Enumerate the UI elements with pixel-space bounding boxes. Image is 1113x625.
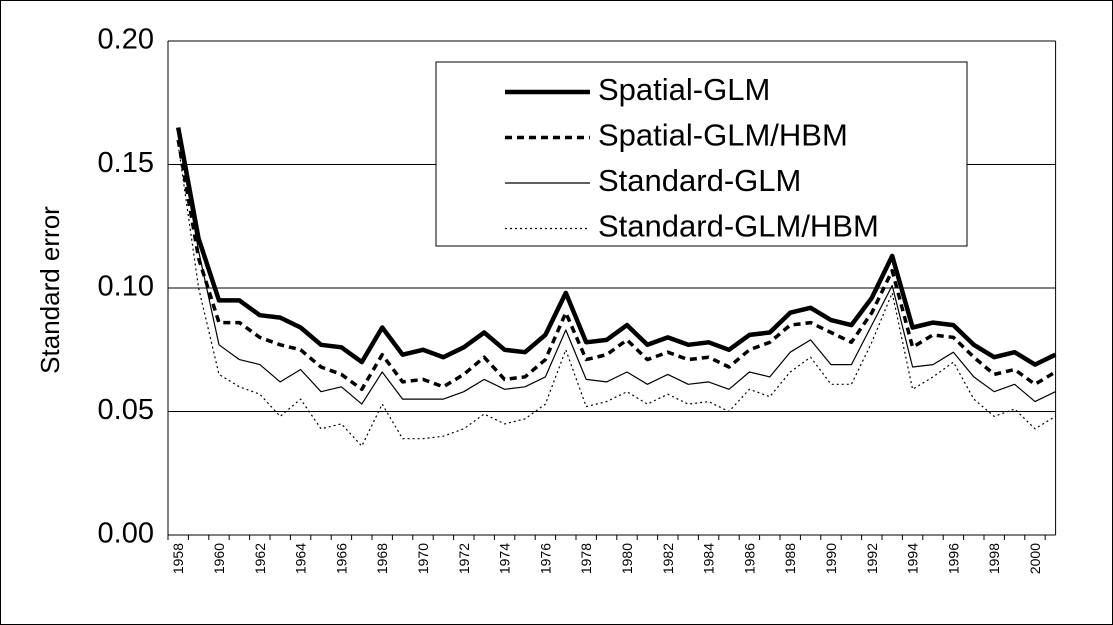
- x-tick-label: 1984: [701, 543, 717, 574]
- x-tick-label: 1976: [537, 543, 553, 574]
- series-line: [176, 139, 1057, 392]
- x-tick-label: 1972: [456, 543, 472, 574]
- x-tick-label: 1958: [170, 543, 186, 574]
- y-tick-label: 0.00: [98, 518, 154, 550]
- x-tick-label: 1962: [252, 543, 268, 574]
- x-tick-label: 1966: [333, 543, 349, 574]
- x-tick-label: 1964: [293, 543, 309, 574]
- x-tick-label: 1968: [374, 543, 390, 574]
- x-tick-label: 1998: [986, 543, 1002, 574]
- series-line: [177, 144, 1056, 447]
- y-tick-label: 0.10: [98, 271, 154, 303]
- y-tick-label: 0.15: [98, 147, 154, 179]
- x-tick-label: 1974: [497, 543, 513, 574]
- x-tick-label: 1988: [782, 543, 798, 574]
- x-tick-label: 1970: [415, 543, 431, 574]
- x-tick-label: 1960: [211, 543, 227, 574]
- legend-label: Spatial-GLM: [598, 72, 770, 107]
- x-tick-label: 1992: [864, 543, 880, 574]
- y-axis-label: Standard error: [35, 206, 65, 374]
- x-tick-label: 1980: [619, 543, 635, 574]
- x-tick-label: 1994: [905, 543, 921, 574]
- x-tick-label: 1982: [660, 543, 676, 574]
- y-tick-label: 0.20: [98, 24, 154, 56]
- legend-label: Spatial-GLM/HBM: [598, 118, 848, 153]
- series-line: [175, 127, 1057, 367]
- legend-label: Standard-GLM/HBM: [598, 209, 879, 244]
- x-tick-label: 1978: [578, 543, 594, 574]
- x-tick-label: 2000: [1027, 543, 1043, 574]
- series-line: [177, 134, 1056, 405]
- x-tick-label: 1990: [823, 543, 839, 574]
- legend-label: Standard-GLM: [598, 163, 801, 198]
- y-tick-label: 0.05: [98, 394, 154, 426]
- x-tick-label: 1996: [945, 543, 961, 574]
- x-tick-label: 1986: [741, 543, 757, 574]
